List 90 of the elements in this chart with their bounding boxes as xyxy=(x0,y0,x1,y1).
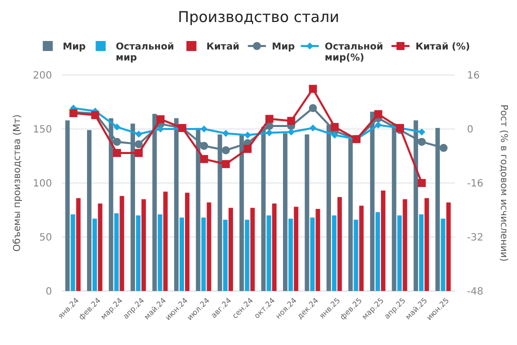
point xyxy=(374,121,382,128)
bar xyxy=(120,196,124,291)
point xyxy=(244,132,252,139)
bar xyxy=(136,215,140,291)
bar xyxy=(376,212,380,291)
bar xyxy=(266,215,272,291)
y-tick-label: 200 xyxy=(32,70,52,82)
bar xyxy=(180,218,184,291)
point xyxy=(200,155,208,164)
bar xyxy=(316,208,320,291)
bar xyxy=(185,192,190,291)
point xyxy=(222,130,230,137)
bar xyxy=(228,208,234,291)
bar xyxy=(114,213,119,291)
chart-title: Производство стали xyxy=(178,8,340,26)
legend-label: Мир xyxy=(62,41,86,52)
point xyxy=(330,122,339,131)
point xyxy=(309,124,316,132)
legend-label: Остальной мир(%) xyxy=(324,41,384,64)
y-tick-label: 100 xyxy=(32,178,52,190)
bar xyxy=(419,214,424,291)
point xyxy=(222,146,230,154)
bar xyxy=(397,215,402,291)
bar xyxy=(282,133,288,291)
bar xyxy=(359,206,364,291)
y2-tick-label: -32 xyxy=(467,232,484,244)
point xyxy=(112,138,121,146)
point xyxy=(200,126,208,132)
bar xyxy=(223,220,228,291)
bar xyxy=(201,218,206,291)
bar xyxy=(380,190,386,291)
bar xyxy=(354,220,358,291)
bar xyxy=(70,214,76,291)
bar xyxy=(288,218,293,291)
point xyxy=(287,116,296,125)
bar xyxy=(244,220,250,291)
bar xyxy=(98,204,102,291)
bar xyxy=(158,214,162,291)
point xyxy=(134,140,143,148)
point xyxy=(418,128,426,136)
y-tick-label: 0 xyxy=(46,286,52,298)
legend-label: Китай xyxy=(206,41,240,52)
bar xyxy=(440,218,446,291)
y-axis-title: Объемы производства (Мт) xyxy=(12,114,23,252)
bar xyxy=(337,197,342,291)
bar xyxy=(163,192,168,291)
point xyxy=(418,138,426,146)
y-tick-label: 150 xyxy=(32,124,52,136)
point xyxy=(244,144,252,153)
bar xyxy=(402,199,408,291)
point xyxy=(113,123,120,130)
bar xyxy=(250,208,255,291)
point xyxy=(112,148,121,157)
bar xyxy=(332,215,336,291)
point xyxy=(288,128,295,136)
y2-tick-label: 16 xyxy=(467,70,480,82)
bar xyxy=(310,218,315,291)
bar xyxy=(304,134,310,291)
y2-tick-label: -48 xyxy=(467,286,484,298)
y2-tick-label: 0 xyxy=(467,124,474,136)
point xyxy=(440,144,448,152)
point xyxy=(200,142,208,150)
point xyxy=(265,114,274,123)
bar xyxy=(424,198,429,291)
point xyxy=(331,132,338,139)
point xyxy=(374,110,382,118)
point xyxy=(134,148,143,157)
legend-label: Мир xyxy=(272,41,296,52)
bar xyxy=(76,198,81,291)
legend-label: Китай (%) xyxy=(416,41,470,52)
point xyxy=(135,130,142,138)
point xyxy=(418,179,426,187)
point xyxy=(156,115,165,124)
bar xyxy=(87,130,92,291)
point xyxy=(266,129,273,136)
bar xyxy=(294,206,298,291)
point xyxy=(308,104,317,112)
point xyxy=(222,160,230,168)
bar xyxy=(272,204,277,291)
point xyxy=(308,84,317,93)
bar xyxy=(206,202,212,291)
bar xyxy=(92,218,97,291)
bar xyxy=(446,202,451,291)
legend-label: Остальной мир xyxy=(116,41,174,64)
bar xyxy=(65,120,70,291)
y-tick-label: 50 xyxy=(39,232,52,244)
y2-axis-title: Рост (% в годовом исчислении) xyxy=(498,104,509,262)
bar xyxy=(152,114,157,291)
bar xyxy=(141,199,146,291)
y2-tick-label: -16 xyxy=(467,178,484,190)
